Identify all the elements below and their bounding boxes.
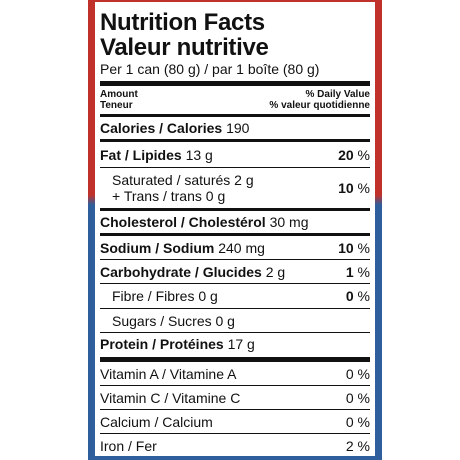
divider (100, 409, 370, 410)
divider (100, 167, 370, 168)
percent-sign: % (357, 239, 370, 256)
divider (100, 139, 370, 142)
fat-label: Fat / Lipides (100, 146, 182, 163)
carbohydrate-percent: 1 (345, 263, 354, 280)
vitamin-c-percent: 0 % (345, 389, 370, 406)
divider (100, 308, 370, 309)
sodium-label: Sodium / Sodium (100, 239, 215, 256)
percent-sign: % (357, 180, 370, 196)
calories-label: Calories / Calories (100, 120, 223, 136)
fat-row: Fat / Lipides 13 g 20 % (100, 142, 370, 167)
vitamin-a-label: Vitamin A / Vitamine A (100, 365, 237, 382)
iron-label: Iron / Fer (100, 437, 157, 454)
divider (100, 283, 370, 284)
divider (100, 114, 370, 117)
fat-percent: 20 (338, 146, 354, 163)
sodium-amount: 240 mg (218, 239, 265, 256)
fibre-label: Fibre / Fibres 0 g (112, 288, 218, 304)
cholesterol-label: Cholesterol / Cholestérol (100, 214, 266, 230)
percent-sign: % (357, 288, 370, 304)
sodium-percent: 10 (338, 239, 354, 256)
protein-row: Protein / Protéines 17 g (100, 333, 370, 355)
calcium-percent: 0 % (345, 413, 370, 430)
carbohydrate-amount: 2 g (265, 263, 286, 280)
carbohydrate-label: Carbohydrate / Glucides (100, 263, 262, 280)
fibre-row: Fibre / Fibres 0 g 0 % (100, 284, 370, 308)
divider (100, 357, 370, 362)
saturated-trans-row: Saturated / saturés 2 g + Trans / trans … (100, 168, 370, 208)
teneur-heading: Teneur (100, 100, 133, 111)
title-english: Nutrition Facts (100, 9, 265, 36)
divider (100, 208, 370, 211)
calories-value: 190 (226, 120, 250, 136)
serving-size: Per 1 can (80 g) / par 1 boîte (80 g) (100, 61, 320, 77)
iron-row: Iron / Fer 2 % (100, 434, 370, 457)
vitamin-c-row: Vitamin C / Vitamine C 0 % (100, 386, 370, 409)
vitamin-a-percent: 0 % (345, 365, 370, 382)
calories-row: Calories / Calories 190 (100, 117, 370, 139)
fat-amount: 13 g (185, 146, 213, 163)
sodium-row: Sodium / Sodium 240 mg 10 % (100, 236, 370, 259)
cholesterol-row: Cholesterol / Cholestérol 30 mg (100, 211, 370, 233)
vitamin-c-label: Vitamin C / Vitamine C (100, 389, 241, 406)
column-header: Amount Teneur % Daily Value % valeur quo… (100, 86, 370, 114)
percent-sign: % (357, 146, 370, 163)
divider (100, 332, 370, 333)
sugars-row: Sugars / Sucres 0 g (100, 309, 370, 332)
divider (100, 233, 370, 236)
protein-label: Protein / Protéines (100, 336, 224, 352)
trans-label: + Trans / trans 0 g (112, 188, 226, 204)
title-french: Valeur nutritive (100, 34, 269, 61)
divider (100, 81, 370, 86)
amount-heading: Amount (100, 89, 138, 100)
carbohydrate-row: Carbohydrate / Glucides 2 g 1 % (100, 260, 370, 283)
protein-amount: 17 g (227, 336, 255, 352)
cholesterol-amount: 30 mg (269, 214, 309, 230)
daily-value-heading: % Daily Value (305, 89, 370, 100)
divider (100, 385, 370, 386)
vitamin-a-row: Vitamin A / Vitamine A 0 % (100, 362, 370, 385)
divider (100, 433, 370, 434)
saturated-label: Saturated / saturés 2 g (112, 172, 254, 188)
sugars-label: Sugars / Sucres 0 g (112, 312, 235, 329)
calcium-label: Calcium / Calcium (100, 413, 213, 430)
nutrition-facts-panel: Nutrition Facts Valeur nutritive Per 1 c… (95, 2, 375, 456)
calcium-row: Calcium / Calcium 0 % (100, 410, 370, 433)
daily-value-heading-fr: % valeur quotidienne (269, 100, 370, 111)
divider (100, 259, 370, 260)
saturated-percent: 10 (338, 180, 354, 196)
fibre-percent: 0 (345, 288, 354, 304)
percent-sign: % (357, 263, 370, 280)
iron-percent: 2 % (345, 437, 370, 454)
